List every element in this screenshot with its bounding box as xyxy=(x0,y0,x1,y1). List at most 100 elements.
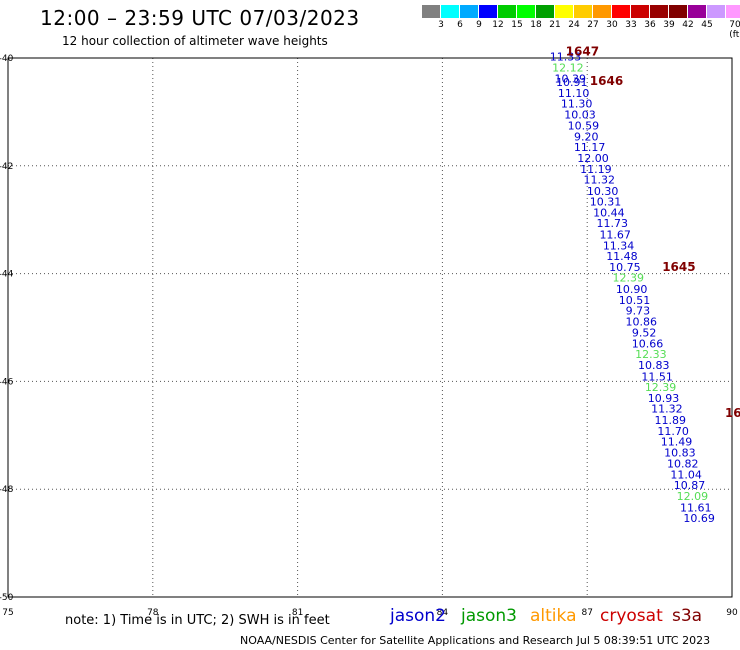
color-scale-label: 36 xyxy=(644,20,656,30)
footer-note: note: 1) Time is in UTC; 2) SWH is in fe… xyxy=(65,613,330,628)
data-point-label: 10.93 xyxy=(648,392,680,405)
color-scale-swatch xyxy=(593,5,612,18)
data-point-label: 10.30 xyxy=(587,185,619,198)
x-tick-label: 78 xyxy=(147,608,159,618)
data-point-label: 11.17 xyxy=(574,141,606,154)
x-tick-label: 75 xyxy=(2,608,13,618)
data-point-label: 11.04 xyxy=(670,468,702,481)
data-point-label: 12.00 xyxy=(577,152,609,165)
color-scale-label: 18 xyxy=(530,20,542,30)
data-point-label: 11.33 xyxy=(550,51,582,64)
data-point-label: 11.34 xyxy=(603,239,635,252)
data-point-label: 10.82 xyxy=(667,458,699,471)
data-point-label: 11.30 xyxy=(561,98,593,111)
data-point-label: 10.66 xyxy=(632,337,664,350)
data-point-label: 11.10 xyxy=(558,87,590,100)
x-tick-label: 90 xyxy=(726,608,738,618)
data-point-label: 11.19 xyxy=(580,163,612,176)
data-point-label: 9.73 xyxy=(626,305,651,318)
color-scale-swatch xyxy=(707,5,726,18)
color-scale-swatch xyxy=(460,5,479,18)
data-point-label: 10.90 xyxy=(616,283,648,296)
data-point-label: 10.75 xyxy=(609,261,641,274)
color-scale-swatch xyxy=(441,5,460,18)
data-point-label: 10.03 xyxy=(564,108,596,121)
color-scale-swatch xyxy=(669,5,688,18)
data-point-label: 9.20 xyxy=(574,130,599,143)
satellite-legend-item: jason3 xyxy=(461,606,517,626)
time-label: 1644 xyxy=(725,406,740,420)
color-scale-swatch xyxy=(574,5,593,18)
color-scale-label: 24 xyxy=(568,20,580,30)
data-point-label: 11.89 xyxy=(654,414,686,427)
color-scale-label: 9 xyxy=(476,20,482,30)
data-point-label: 12.39 xyxy=(612,272,644,285)
y-tick-label: -50 xyxy=(0,593,14,603)
time-label: 1646 xyxy=(590,74,623,88)
footer-credit: NOAA/NESDIS Center for Satellite Applica… xyxy=(240,634,711,647)
color-scale-swatch xyxy=(536,5,555,18)
color-scale-label: 30 xyxy=(606,20,618,30)
color-scale-label: 33 xyxy=(625,20,637,30)
data-points: 11.3312.1210.3910.9111.1011.3010.0310.59… xyxy=(550,51,715,525)
data-point-label: 11.51 xyxy=(641,370,673,383)
data-point-label: 10.86 xyxy=(626,315,658,328)
color-scale-swatch xyxy=(479,5,498,18)
data-point-label: 11.32 xyxy=(651,403,683,416)
data-point-label: 11.49 xyxy=(661,436,693,449)
data-point-label: 11.32 xyxy=(584,174,616,187)
data-point-label: 12.39 xyxy=(645,381,677,394)
chart-title: 12:00 – 23:59 UTC 07/03/2023 xyxy=(40,6,360,30)
satellite-legend-item: s3a xyxy=(672,606,703,626)
color-scale-swatch xyxy=(631,5,650,18)
data-point-label: 12.33 xyxy=(635,348,667,361)
data-point-label: 11.48 xyxy=(606,250,638,263)
data-point-label: 10.44 xyxy=(593,206,625,219)
color-scale-label: 15 xyxy=(511,20,523,30)
color-scale-label: 70 (ft) xyxy=(729,20,740,40)
x-tick-label: 81 xyxy=(292,608,303,618)
data-point-label: 10.69 xyxy=(683,512,715,525)
data-point-label: 11.73 xyxy=(597,217,629,230)
y-tick-label: -40 xyxy=(0,54,14,64)
color-scale-swatch xyxy=(517,5,536,18)
x-tick-label: 84 xyxy=(437,608,449,618)
color-scale-swatch xyxy=(555,5,574,18)
time-label: 1645 xyxy=(662,260,695,274)
data-point-label: 10.31 xyxy=(590,196,622,209)
x-tick-label: 87 xyxy=(581,608,592,618)
satellite-legend-item: cryosat xyxy=(600,606,663,626)
color-scale-bar xyxy=(422,5,740,18)
color-scale-swatch xyxy=(726,5,740,18)
data-point-label: 10.59 xyxy=(568,120,600,133)
color-scale-swatch xyxy=(650,5,669,18)
data-point-label: 10.51 xyxy=(619,294,651,307)
color-scale-swatch xyxy=(498,5,517,18)
grid xyxy=(8,58,732,597)
time-labels: 1647 1646 1645 1644 xyxy=(566,44,740,420)
data-point-label: 10.83 xyxy=(664,446,696,459)
color-scale-swatch xyxy=(688,5,707,18)
plot-frame xyxy=(7,57,733,598)
data-point-label: 10.87 xyxy=(674,479,706,492)
y-tick-label: -46 xyxy=(0,377,14,387)
data-point-label: 11.70 xyxy=(657,425,689,438)
satellite-legend-item: jason2 xyxy=(390,606,446,626)
y-tick-label: -44 xyxy=(0,270,14,280)
color-scale-label: 27 xyxy=(587,20,599,30)
data-point-label: 10.39 xyxy=(555,72,587,85)
color-scale-label: 45 xyxy=(701,20,713,30)
color-scale-label: 42 xyxy=(682,20,694,30)
color-scale-label: 39 xyxy=(663,20,675,30)
color-scale-label: 21 xyxy=(549,20,561,30)
data-point-label: 10.91 xyxy=(556,76,588,89)
data-point-label: 9.52 xyxy=(632,327,657,340)
chart-subtitle: 12 hour collection of altimeter wave hei… xyxy=(62,34,328,48)
data-point-label: 12.09 xyxy=(677,490,709,503)
color-scale-label: 6 xyxy=(457,20,463,30)
axis-ticks: 75 78 81 84 87 90 -40 -42 -44 -46 -48 -50 xyxy=(0,54,738,618)
y-tick-label: -42 xyxy=(0,162,13,172)
y-tick-label: -48 xyxy=(0,485,14,495)
satellite-legend-item: altika xyxy=(530,606,577,626)
